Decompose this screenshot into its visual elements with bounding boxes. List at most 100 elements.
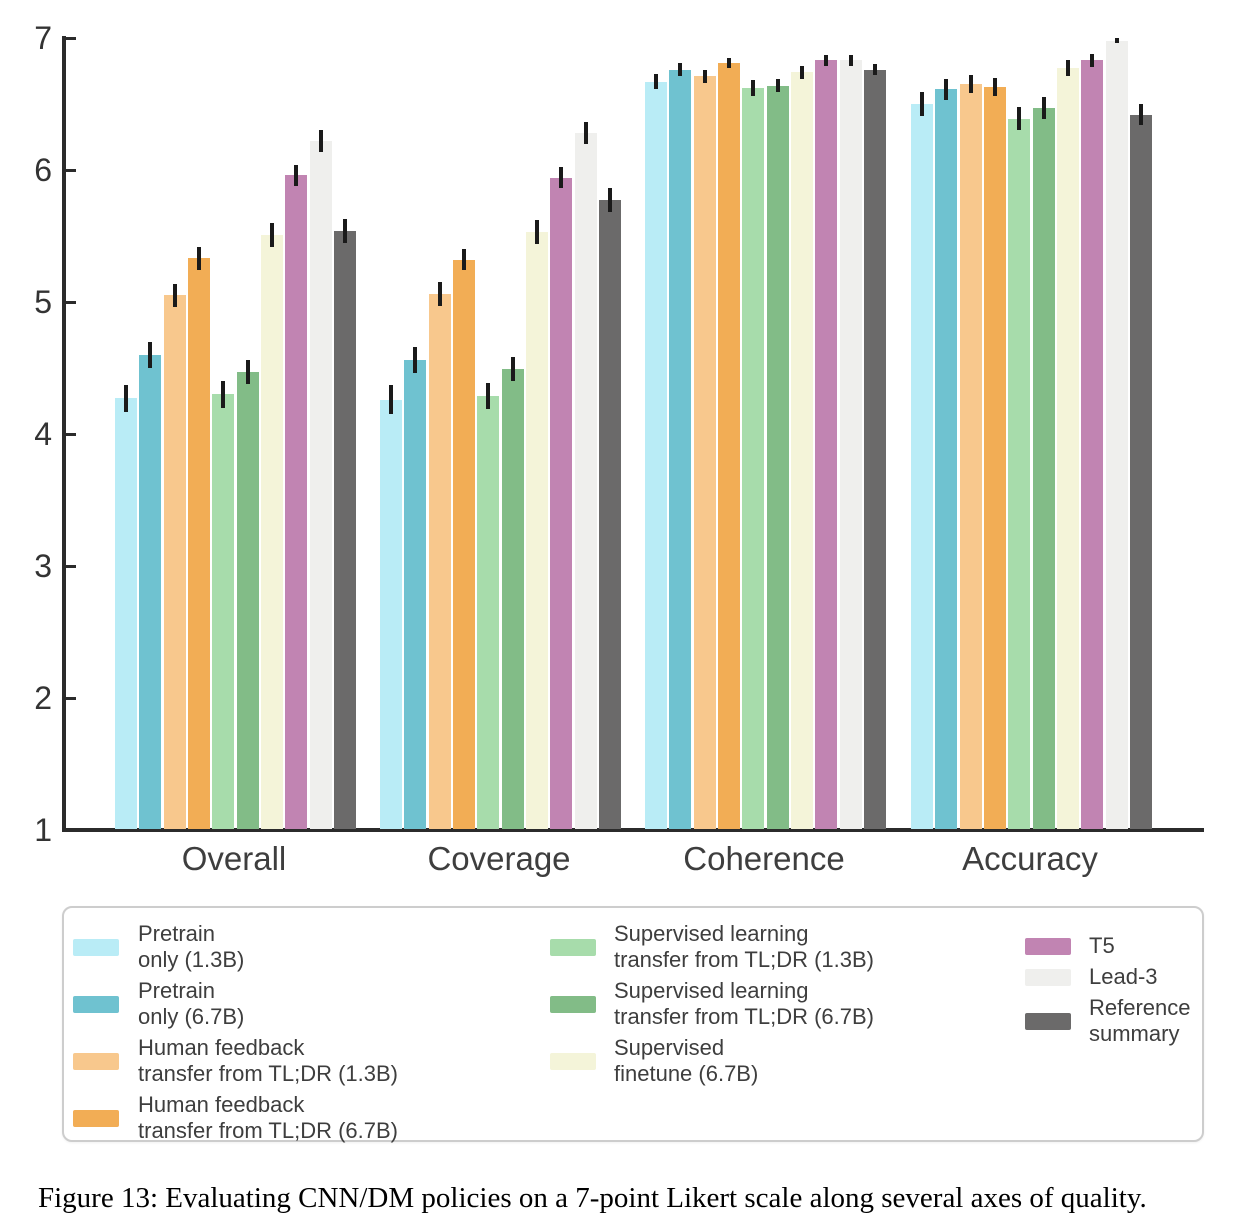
bar-pretrain-6-7b bbox=[935, 89, 957, 829]
legend-label-supervised-transfer-6-7b: Supervised learning bbox=[614, 978, 809, 1003]
legend-label-reference-summary: summary bbox=[1089, 1021, 1180, 1046]
error-bar-t5 bbox=[824, 55, 828, 66]
legend-label-supervised-transfer-6-7b: transfer from TL;DR (6.7B) bbox=[614, 1004, 874, 1029]
error-bar-supervised-transfer-6-7b bbox=[776, 78, 780, 93]
bar-human-feedback-6-7b bbox=[453, 259, 475, 829]
bar-human-feedback-1-3b bbox=[164, 295, 186, 829]
error-bar-reference-summary bbox=[1139, 104, 1143, 126]
legend-swatch-human-feedback-6-7b bbox=[73, 1109, 119, 1127]
error-bar-supervised-transfer-1-3b bbox=[751, 80, 755, 97]
legend-label-human-feedback-1-3b: Human feedback bbox=[138, 1035, 305, 1060]
bar-human-feedback-1-3b bbox=[429, 294, 451, 829]
error-bar-human-feedback-6-7b bbox=[727, 57, 731, 69]
bar-reference-summary bbox=[334, 230, 356, 829]
error-bar-supervised-finetune-6-7b bbox=[535, 220, 539, 244]
legend-label-lead-3: Lead-3 bbox=[1089, 964, 1158, 989]
bar-human-feedback-6-7b bbox=[188, 258, 210, 829]
y-tick-mark bbox=[66, 564, 76, 568]
legend-label-supervised-finetune-6-7b: Supervised bbox=[614, 1035, 725, 1060]
legend-swatch-supervised-finetune-6-7b bbox=[550, 1052, 596, 1070]
error-bar-human-feedback-1-3b bbox=[173, 283, 177, 308]
x-axis-line bbox=[62, 828, 1204, 832]
legend-swatch-reference-summary bbox=[1025, 1012, 1071, 1030]
bar-supervised-transfer-1-3b bbox=[1008, 118, 1030, 829]
error-bar-reference-summary bbox=[343, 218, 347, 243]
legend-swatch-human-feedback-1-3b bbox=[73, 1052, 119, 1070]
legend-label-supervised-transfer-1-3b: transfer from TL;DR (1.3B) bbox=[614, 947, 874, 972]
bar-supervised-transfer-1-3b bbox=[212, 394, 234, 829]
legend-swatch-supervised-transfer-1-3b bbox=[550, 938, 596, 956]
bar-human-feedback-6-7b bbox=[718, 63, 740, 829]
x-axis-label-accuracy: Accuracy bbox=[962, 840, 1098, 877]
bar-supervised-transfer-6-7b bbox=[767, 85, 789, 829]
figure-caption: Figure 13: Evaluating CNN/DM policies on… bbox=[38, 1182, 1147, 1214]
error-bar-supervised-transfer-1-3b bbox=[221, 381, 225, 408]
bar-supervised-transfer-6-7b bbox=[237, 371, 259, 829]
bar-pretrain-1-3b bbox=[911, 104, 933, 829]
y-tick-label: 1 bbox=[34, 812, 52, 848]
legend-label-pretrain-6-7b: only (6.7B) bbox=[138, 1004, 245, 1029]
error-bar-pretrain-1-3b bbox=[654, 73, 658, 90]
x-axis-label-overall: Overall bbox=[181, 840, 287, 877]
y-tick-mark bbox=[66, 696, 76, 700]
legend-label-pretrain-1-3b: Pretrain bbox=[138, 921, 216, 946]
error-bar-supervised-transfer-1-3b bbox=[1017, 106, 1021, 131]
y-tick-mark bbox=[66, 828, 76, 832]
legend-label-supervised-transfer-1-3b: Supervised learning bbox=[614, 921, 809, 946]
error-bar-pretrain-1-3b bbox=[124, 385, 128, 412]
legend-label-pretrain-6-7b: Pretrain bbox=[138, 978, 216, 1003]
error-bar-human-feedback-6-7b bbox=[197, 246, 201, 271]
chart-legend: Pretrain only (1.3B) Pretrain only (6.7B) Hu… bbox=[62, 906, 1204, 1143]
bar-supervised-transfer-6-7b bbox=[502, 369, 524, 829]
error-bar-pretrain-1-3b bbox=[389, 385, 393, 415]
x-axis-label-coverage: Coverage bbox=[427, 840, 571, 877]
bar-pretrain-1-3b bbox=[645, 81, 667, 829]
error-bar-pretrain-6-7b bbox=[148, 341, 152, 368]
bar-lead-3 bbox=[1106, 40, 1128, 829]
bar-reference-summary bbox=[1130, 114, 1152, 829]
y-tick-label: 2 bbox=[34, 680, 52, 716]
error-bar-lead-3 bbox=[319, 130, 323, 152]
y-axis-line bbox=[62, 36, 66, 832]
bar-supervised-finetune-6-7b bbox=[791, 72, 813, 829]
bar-reference-summary bbox=[599, 200, 621, 829]
bar-t5 bbox=[550, 177, 572, 829]
x-axis-label-coherence: Coherence bbox=[683, 840, 845, 877]
bar-supervised-transfer-1-3b bbox=[742, 88, 764, 829]
error-bar-pretrain-6-7b bbox=[678, 63, 682, 77]
y-tick-mark bbox=[66, 36, 76, 40]
error-bar-lead-3 bbox=[584, 122, 588, 144]
legend-label-t5: T5 bbox=[1089, 933, 1115, 958]
bar-human-feedback-1-3b bbox=[960, 84, 982, 829]
error-bar-lead-3 bbox=[1115, 38, 1119, 44]
bar-pretrain-1-3b bbox=[115, 398, 137, 829]
y-tick-mark bbox=[66, 432, 76, 436]
y-tick-label: 7 bbox=[34, 20, 52, 56]
error-bar-human-feedback-6-7b bbox=[462, 249, 466, 271]
error-bar-lead-3 bbox=[849, 55, 853, 66]
bar-human-feedback-1-3b bbox=[694, 76, 716, 829]
error-bar-human-feedback-1-3b bbox=[438, 282, 442, 306]
bar-supervised-transfer-6-7b bbox=[1033, 107, 1055, 829]
bar-pretrain-6-7b bbox=[139, 354, 161, 829]
error-bar-reference-summary bbox=[873, 64, 877, 75]
bar-pretrain-6-7b bbox=[669, 69, 691, 829]
bar-lead-3 bbox=[575, 133, 597, 829]
bar-pretrain-6-7b bbox=[404, 360, 426, 829]
error-bar-t5 bbox=[1090, 53, 1094, 68]
y-tick-label: 3 bbox=[34, 548, 52, 584]
bar-supervised-finetune-6-7b bbox=[1057, 68, 1079, 829]
y-tick-mark bbox=[66, 168, 76, 172]
error-bar-supervised-transfer-1-3b bbox=[486, 382, 490, 409]
error-bar-pretrain-6-7b bbox=[413, 346, 417, 374]
error-bar-t5 bbox=[559, 167, 563, 189]
bar-human-feedback-6-7b bbox=[984, 86, 1006, 829]
error-bar-t5 bbox=[294, 164, 298, 186]
bar-t5 bbox=[815, 60, 837, 829]
error-bar-human-feedback-6-7b bbox=[993, 77, 997, 97]
legend-label-human-feedback-6-7b: transfer from TL;DR (6.7B) bbox=[138, 1118, 398, 1143]
error-bar-human-feedback-1-3b bbox=[969, 74, 973, 94]
legend-label-human-feedback-6-7b: Human feedback bbox=[138, 1092, 305, 1117]
legend-label-supervised-finetune-6-7b: finetune (6.7B) bbox=[614, 1061, 759, 1086]
